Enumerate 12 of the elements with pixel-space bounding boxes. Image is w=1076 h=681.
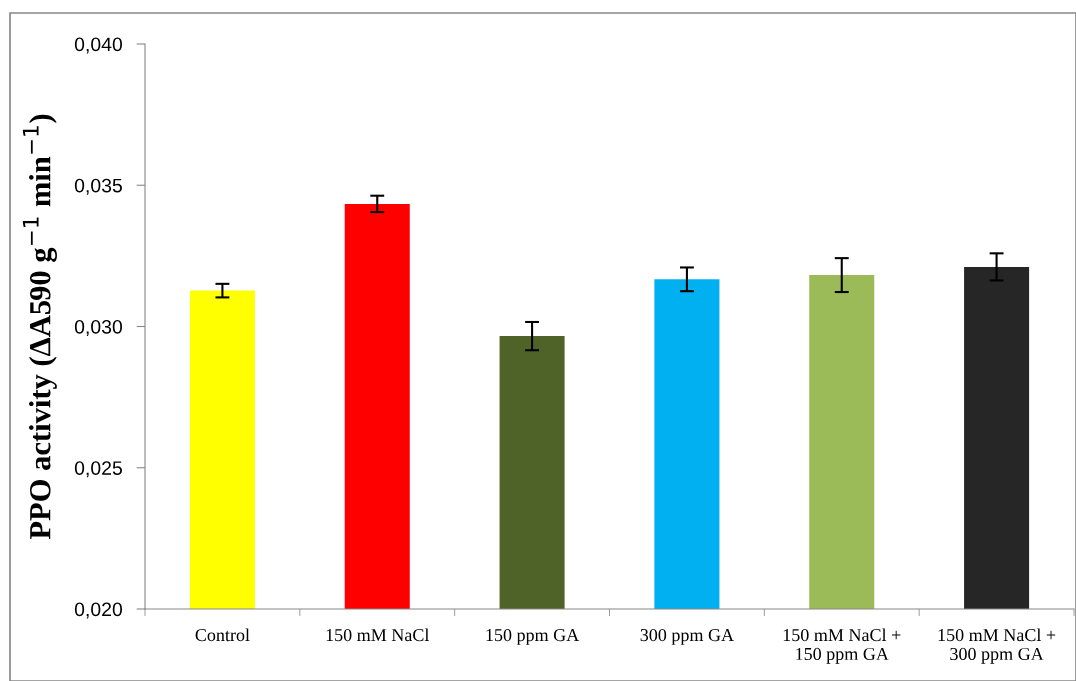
x-tick-label: 300 ppm GA — [640, 628, 734, 645]
x-tick-label: 150 mM NaCl — [326, 628, 430, 642]
y-tick-label: 0,025 — [74, 461, 122, 478]
x-tick-label: 150 mM NaCl + 150 ppm GA — [783, 628, 901, 664]
y-tick-label: 0,040 — [74, 37, 123, 54]
y-tick-label: 0,030 — [74, 319, 123, 337]
y-tick-label: 0,020 — [74, 602, 123, 619]
y-tick-label: 0,035 — [74, 178, 122, 195]
y-axis-title: PPO activity (ΔA590 g$^{−1}$ min$^{−1}$) — [22, 114, 57, 540]
x-tick-label: Control — [195, 628, 250, 642]
x-tick-label: 150 ppm GA — [486, 628, 580, 645]
x-tick-label: 150 mM NaCl + 300 ppm GA — [938, 628, 1056, 664]
